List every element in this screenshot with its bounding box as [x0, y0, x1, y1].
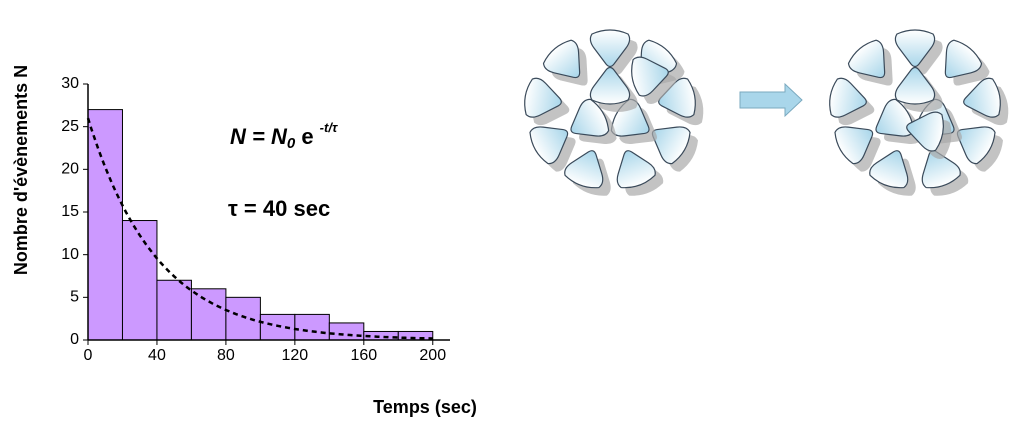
x-tick-label: 0: [84, 347, 93, 364]
y-tick-label: 15: [61, 203, 79, 220]
x-tick-label: 80: [217, 347, 235, 364]
x-tick-label: 40: [148, 347, 166, 364]
equation-part: 0: [287, 135, 296, 152]
arrow: [739, 82, 803, 118]
x-tick-label: 200: [419, 347, 446, 364]
bar: [294, 313, 330, 341]
y-tick-label: 30: [61, 75, 79, 92]
bar: [190, 288, 227, 341]
bar: [121, 220, 158, 341]
y-tick-label: 10: [61, 246, 79, 263]
equation-part: -t/τ: [320, 120, 338, 135]
triangle: [894, 66, 936, 105]
y-tick-label: 20: [61, 161, 79, 178]
y-tick-label: 5: [70, 289, 79, 306]
x-tick-label: 120: [282, 347, 309, 364]
y-axis-label: Nombre d'évènements N: [11, 65, 31, 275]
diagram: [521, 29, 1012, 200]
bar: [87, 109, 123, 341]
bar: [328, 322, 365, 341]
x-tick-label: 160: [350, 347, 377, 364]
fit-curve: [86, 117, 433, 340]
annotation: τ = 40 sec: [228, 196, 330, 221]
equation: N = N0 e -t/τ: [230, 120, 338, 152]
y-tick-label: 0: [70, 331, 79, 348]
x-axis-label: Temps (sec): [373, 397, 477, 417]
triangle: [589, 66, 631, 105]
bar: [225, 296, 261, 341]
equation-part: N = N: [230, 124, 288, 149]
bar: [156, 279, 192, 341]
y-tick-label: 25: [61, 118, 79, 135]
equation-part: e: [295, 124, 319, 149]
